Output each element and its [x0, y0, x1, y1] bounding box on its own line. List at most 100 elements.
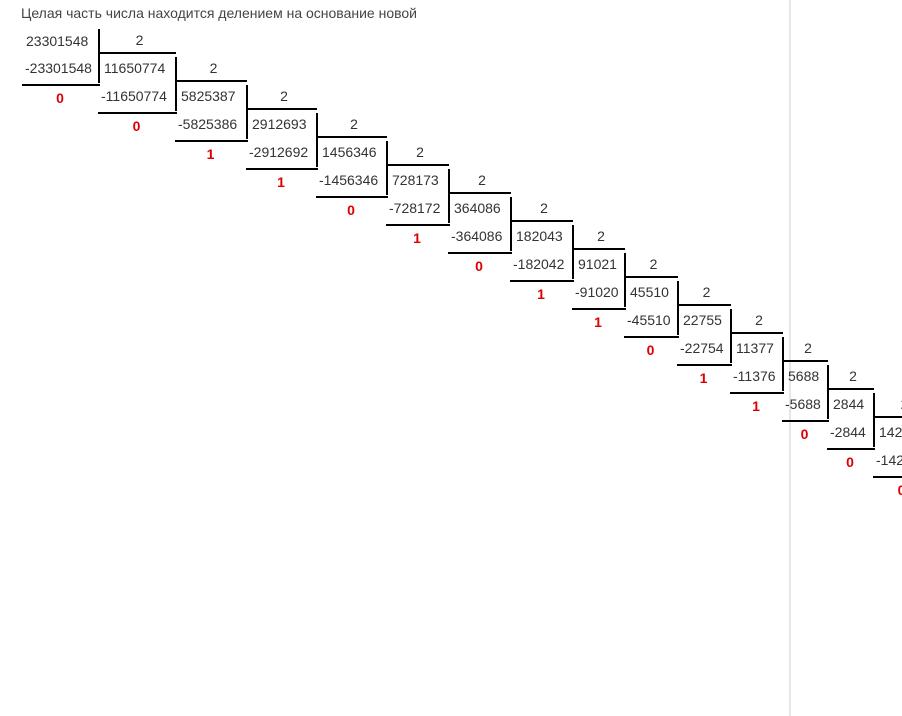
- subtrahend-13: -2844: [830, 424, 866, 440]
- remainder-12: 0: [800, 426, 809, 442]
- quotient-13: 1422: [879, 424, 902, 440]
- remainder-6: 0: [475, 258, 483, 274]
- quotient-2: 2912693: [252, 116, 307, 132]
- subtrahend-2: -5825386: [178, 116, 238, 132]
- remainder-0: 0: [56, 90, 64, 106]
- quotient-11: 5688: [788, 368, 820, 384]
- divisor-underline-11: [782, 360, 828, 362]
- subtrahend-underline-9: [624, 336, 679, 338]
- division-separator-8: [624, 253, 626, 307]
- subtrahend-3: -2912692: [249, 144, 309, 160]
- division-separator-5: [448, 169, 450, 223]
- subtrahend-12: -5688: [785, 396, 821, 412]
- quotient-10: 11377: [736, 340, 774, 356]
- quotient-8: 45510: [630, 284, 669, 300]
- remainder-1: 0: [132, 118, 141, 134]
- remainder-13: 0: [846, 454, 854, 470]
- divisor-11: 2: [804, 340, 812, 356]
- subtrahend-underline-8: [572, 308, 626, 310]
- division-separator-7: [572, 225, 574, 279]
- remainder-3: 1: [277, 174, 285, 190]
- dividend-initial: 23301548: [26, 33, 89, 49]
- divisor-5: 2: [478, 172, 486, 188]
- subtrahend-underline-3: [246, 168, 318, 170]
- division-separator-10: [730, 309, 732, 363]
- divisor-underline-6: [510, 220, 573, 222]
- subtrahend-5: -728172: [389, 200, 441, 216]
- remainder-10: 1: [699, 370, 708, 386]
- remainder-2: 1: [206, 146, 215, 162]
- divisor-2: 2: [280, 88, 288, 104]
- division-separator-13: [873, 393, 875, 447]
- quotient-9: 22755: [683, 312, 722, 328]
- remainder-8: 1: [594, 314, 602, 330]
- quotient-5: 364086: [454, 200, 501, 216]
- subtrahend-underline-11: [730, 392, 784, 394]
- division-separator-3: [316, 113, 318, 167]
- division-separator-1: [175, 57, 177, 111]
- divisor-underline-5: [448, 192, 511, 194]
- subtrahend-14: -1422: [876, 452, 902, 468]
- divisor-13: 2: [879, 395, 902, 413]
- divisor-underline-7: [572, 248, 625, 250]
- remainder-11: 1: [752, 398, 760, 414]
- divisor-7: 2: [597, 228, 605, 244]
- subtrahend-11: -11376: [733, 368, 776, 384]
- divisor-underline-2: [246, 108, 317, 110]
- quotient-6: 182043: [516, 228, 563, 244]
- subtrahend-underline-6: [448, 252, 512, 254]
- division-separator-2: [246, 85, 248, 139]
- quotient-0: 11650774: [104, 60, 166, 76]
- quotient-4: 728173: [392, 172, 439, 188]
- subtrahend-underline-2: [175, 140, 248, 142]
- divisor-9: 2: [702, 284, 711, 300]
- quotient-3: 1456346: [322, 144, 377, 160]
- subtrahend-1: -11650774: [101, 88, 167, 104]
- subtrahend-underline-7: [510, 280, 574, 282]
- divisor-3: 2: [350, 116, 358, 132]
- divisor-underline-8: [624, 276, 678, 278]
- panel-divider: [789, 0, 791, 716]
- divisor-1: 2: [209, 60, 218, 76]
- subtrahend-10: -22754: [680, 340, 724, 356]
- subtrahend-underline-14: [873, 476, 902, 478]
- subtrahend-7: -182042: [513, 256, 565, 272]
- subtrahend-underline-10: [677, 364, 732, 366]
- division-separator-6: [510, 197, 512, 251]
- divisor-0: 2: [135, 32, 144, 48]
- subtrahend-6: -364086: [451, 228, 503, 244]
- divisor-4: 2: [416, 144, 424, 160]
- subtrahend-underline-12: [782, 420, 829, 422]
- remainder-7: 1: [537, 286, 545, 302]
- quotient-1: 5825387: [181, 88, 236, 104]
- division-separator-12: [827, 365, 829, 419]
- divisor-12: 2: [849, 368, 857, 384]
- division-separator-11: [782, 337, 784, 391]
- subtrahend-underline-5: [386, 224, 450, 226]
- divisor-underline-10: [730, 332, 783, 334]
- remainder-4: 0: [347, 202, 355, 218]
- divisor-underline-3: [316, 136, 387, 138]
- remainder-14: 0: [897, 482, 902, 498]
- divisor-underline-12: [827, 388, 874, 390]
- divisor-underline-0: [98, 52, 176, 54]
- divisor-underline-9: [677, 304, 731, 306]
- divisor-6: 2: [540, 200, 548, 216]
- caption-text: Целая часть числа находится делением на …: [21, 5, 417, 21]
- subtrahend-0: -23301548: [25, 60, 92, 76]
- subtrahend-9: -45510: [627, 312, 671, 328]
- remainder-5: 1: [413, 230, 421, 246]
- remainder-9: 0: [646, 342, 655, 358]
- divisor-underline-4: [386, 164, 449, 166]
- subtrahend-8: -91020: [575, 284, 619, 300]
- divisor-8: 2: [649, 256, 658, 272]
- subtrahend-underline-0: [22, 84, 100, 86]
- subtrahend-4: -1456346: [319, 172, 379, 188]
- quotient-12: 2844: [833, 396, 865, 412]
- subtrahend-underline-4: [316, 196, 388, 198]
- quotient-7: 91021: [578, 256, 617, 272]
- divisor-underline-1: [175, 80, 247, 82]
- division-separator-0: [98, 29, 100, 83]
- divisor-underline-13: [873, 416, 902, 418]
